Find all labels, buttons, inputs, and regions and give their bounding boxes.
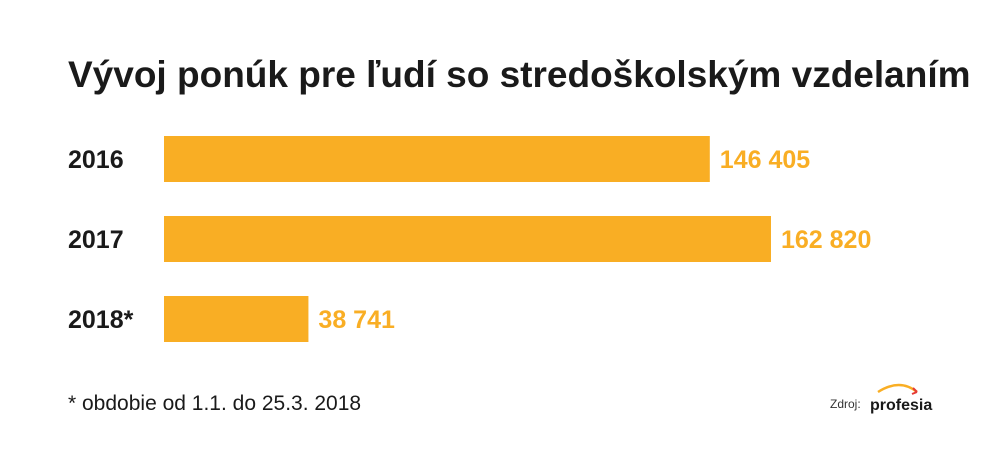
logo-text: profesia xyxy=(870,397,932,414)
bar xyxy=(164,216,771,262)
category-label: 2017 xyxy=(68,226,124,254)
profesia-swoosh-accent-icon xyxy=(911,387,918,395)
bar xyxy=(164,136,710,182)
category-label: 2016 xyxy=(68,146,124,174)
source-label: Zdroj: xyxy=(830,397,861,411)
bars-group: 2016 146 405 2017 162 820 2018* 38 741 xyxy=(68,136,871,342)
bar xyxy=(164,296,309,342)
profesia-swoosh-icon xyxy=(877,383,918,394)
value-label: 38 741 xyxy=(318,306,395,334)
chart-title: Vývoj ponúk pre ľudí so stredoškolským v… xyxy=(68,54,971,95)
source-attribution: Zdroj: profesia xyxy=(830,383,932,414)
category-label: 2018* xyxy=(68,306,134,334)
footnote: * obdobie od 1.1. do 25.3. 2018 xyxy=(68,392,361,415)
value-label: 146 405 xyxy=(720,146,810,174)
value-label: 162 820 xyxy=(781,226,871,254)
profesia-logo: profesia xyxy=(870,383,932,414)
